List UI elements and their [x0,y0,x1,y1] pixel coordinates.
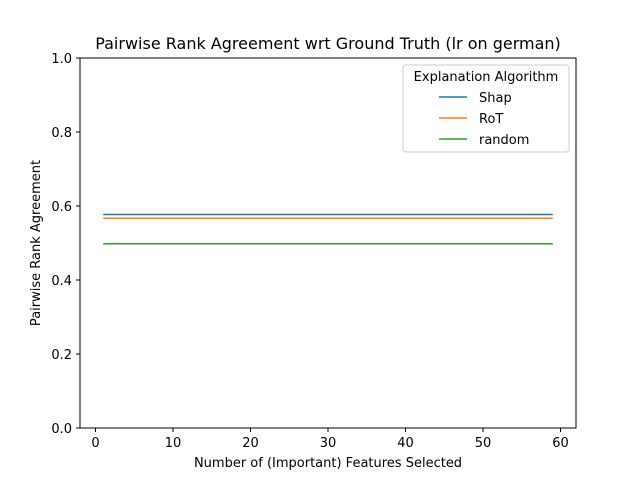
y-tick-label: 0.0 [51,422,72,437]
legend-box [402,64,570,153]
x-tick-label: 60 [552,436,569,451]
chart-title: Pairwise Rank Agreement wrt Ground Truth… [95,34,561,53]
x-tick-label: 30 [320,436,337,451]
y-tick-label: 0.6 [51,200,72,215]
legend-label-shap: Shap [479,91,512,106]
plot-area [79,57,577,429]
y-axis-label: Pairwise Rank Agreement [29,160,44,326]
x-axis-label: Number of (Important) Features Selected [194,456,462,471]
x-tick-label: 10 [165,436,182,451]
y-tick-label: 0.4 [51,274,72,289]
y-tick-label: 1.0 [51,52,72,67]
x-tick-label: 50 [475,436,492,451]
series-layer [103,213,553,245]
legend-title: Explanation Algorithm [414,70,559,85]
y-axis-ticks: 0.0 0.2 0.4 0.6 0.8 1.0 [51,52,80,437]
legend-entries: Shap RoT random [439,91,529,148]
legend: Explanation Algorithm Shap RoT random [402,64,570,153]
y-tick-label: 0.8 [51,126,72,141]
x-tick-label: 0 [91,436,99,451]
legend-label-rot: RoT [479,112,503,127]
x-axis-ticks: 0 10 20 30 40 50 60 [91,428,569,451]
x-tick-label: 20 [242,436,259,451]
legend-label-random: random [479,133,529,148]
y-tick-label: 0.2 [51,348,72,363]
x-tick-label: 40 [397,436,414,451]
